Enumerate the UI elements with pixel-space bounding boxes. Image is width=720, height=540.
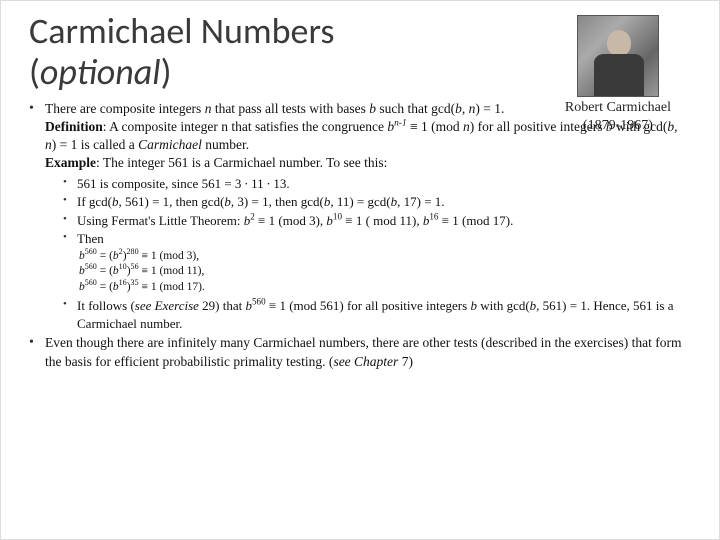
sub-5: It follows (see Exercise 29) that b560 ≡…	[63, 297, 691, 332]
var-bn: b, n	[455, 101, 475, 116]
text: , 561) = 1, then gcd(	[119, 194, 225, 209]
var-n: n	[463, 119, 470, 134]
text: = (	[97, 250, 113, 262]
text: ≡ 1 (mod	[407, 119, 463, 134]
text: that pass all tests with bases	[211, 101, 369, 116]
exp: 560	[252, 297, 266, 307]
text: ) = 1.	[475, 101, 504, 116]
slide: { "title": { "line1": "Carmichael Number…	[1, 1, 719, 393]
text: 561 is composite, since 561 = 3 ∙ 11 ∙ 1…	[77, 176, 290, 191]
see-chapter: see Chapter	[333, 354, 401, 369]
exp: 560	[85, 278, 97, 287]
text: 7)	[402, 354, 413, 369]
exp: 10	[119, 263, 127, 272]
text: , 11) = gcd(	[330, 194, 390, 209]
text: , 3) = 1, then gcd(	[231, 194, 324, 209]
text: If gcd(	[77, 194, 112, 209]
text: , 17) = 1.	[397, 194, 444, 209]
exp: 560	[85, 263, 97, 272]
text: ≡ 1 ( mod 11),	[342, 213, 423, 228]
text: : A composite integer n that satisfies t…	[103, 119, 388, 134]
exp: 280	[127, 247, 139, 256]
portrait-photo	[577, 15, 659, 97]
main-list: There are composite integers n that pass…	[29, 100, 691, 371]
text: number.	[202, 137, 249, 152]
text: such that gcd(	[376, 101, 455, 116]
sub-list-2: It follows (see Exercise 29) that b560 ≡…	[45, 297, 691, 332]
def-label: Definition	[45, 119, 103, 134]
exp: 10	[333, 211, 342, 221]
text: ) for all positive integers	[470, 119, 606, 134]
text: ≡ 1 (mod 3),	[255, 213, 327, 228]
see-exercise: see Exercise	[135, 298, 202, 313]
definition: Definition: A composite integer n that s…	[45, 118, 691, 154]
text: It follows (	[77, 298, 135, 313]
title-paren-close: )	[161, 50, 172, 94]
exp: 56	[131, 263, 139, 272]
text: : The integer 561 is a Carmichael number…	[96, 155, 387, 170]
text: ≡ 1 (mod 561) for all positive integers	[266, 298, 471, 313]
eq-1: b560 = (b2)280 ≡ 1 (mod 3),	[79, 249, 691, 265]
sub-3: Using Fermat's Little Theorem: b2 ≡ 1 (m…	[63, 212, 691, 230]
text: with gcd(	[477, 298, 530, 313]
sub-4: Then	[63, 230, 691, 248]
ex-label: Example	[45, 155, 96, 170]
exp: 35	[131, 278, 139, 287]
exp: n-1	[394, 119, 407, 129]
title-line1: Carmichael Numbers	[29, 9, 334, 53]
title-optional: optional	[40, 50, 161, 94]
exp: 16	[119, 278, 127, 287]
sub-1: 561 is composite, since 561 = 3 ∙ 11 ∙ 1…	[63, 175, 691, 193]
text: = (	[97, 281, 113, 293]
bullet-2: Even though there are infinitely many Ca…	[29, 334, 691, 370]
var-b: b	[606, 119, 613, 134]
text: Using Fermat's Little Theorem:	[77, 213, 244, 228]
eq-3: b560 = (b16)35 ≡ 1 (mod 17).	[79, 280, 691, 296]
text: ≡ 1 (mod 17).	[139, 281, 205, 293]
text: 29) that	[202, 298, 245, 313]
text: with gcd(	[613, 119, 668, 134]
sub-list: 561 is composite, since 561 = 3 ∙ 11 ∙ 1…	[45, 175, 691, 248]
text: There are composite integers	[45, 101, 205, 116]
eq-2: b560 = (b10)56 ≡ 1 (mod 11),	[79, 264, 691, 280]
text: ≡ 1 (mod 11),	[139, 265, 205, 277]
title-paren-open: (	[29, 50, 40, 94]
text: Then	[77, 231, 104, 246]
text: ≡ 1 (mod 3),	[139, 250, 199, 262]
title-area: Carmichael Numbers (optional) Robert Car…	[29, 11, 691, 94]
sub-2: If gcd(b, 561) = 1, then gcd(b, 3) = 1, …	[63, 193, 691, 211]
equations: b560 = (b2)280 ≡ 1 (mod 3), b560 = (b10)…	[45, 249, 691, 296]
bullet-1: There are composite integers n that pass…	[29, 100, 691, 333]
text: ) = 1 is called a	[52, 137, 138, 152]
example: Example: The integer 561 is a Carmichael…	[45, 154, 691, 172]
exp: 560	[85, 247, 97, 256]
carmichael-word: Carmichael	[138, 137, 202, 152]
text: ≡ 1 (mod 17).	[438, 213, 513, 228]
text: = (	[97, 265, 113, 277]
